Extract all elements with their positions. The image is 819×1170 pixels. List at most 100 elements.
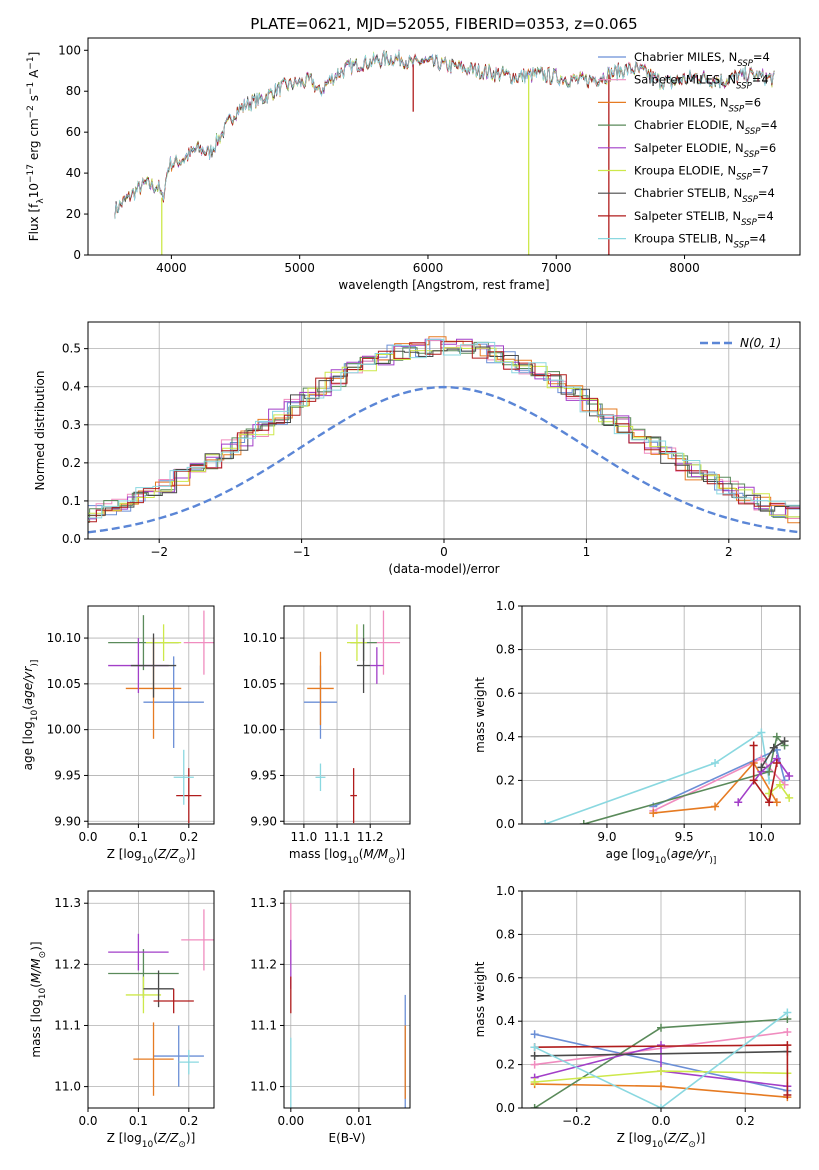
residual-hist-7 [88, 340, 800, 523]
mass_vs_Z-ytick-label: 11.0 [54, 1080, 81, 1094]
residuals-ytick-label: 0.1 [62, 494, 81, 508]
age_vs_mass-ytick-label: 10.10 [243, 631, 277, 645]
spectrum-xtick-label: 8000 [669, 261, 700, 275]
spectrum-ytick-label: 0 [73, 248, 81, 262]
age_vs_mass-frame [283, 605, 411, 825]
legend-entry-4: Salpeter ELODIE, NSSP=6 [634, 141, 776, 160]
weight_vs_age-xtick-label: 9.5 [675, 830, 694, 844]
weight_vs_age-marker-4-2 [772, 732, 781, 741]
weight_vs_Z-marker-3-0 [530, 1104, 539, 1108]
weight_vs_Z-marker-8-2 [783, 1008, 792, 1017]
residuals-ylabel: Normed distribution [33, 371, 47, 491]
weight_vs_Z-series-6 [534, 1050, 788, 1057]
weight_vs_Z-marker-6-0 [530, 1051, 539, 1060]
residuals-plot: −2 −1 0 1 2 0.0 0.1 0.2 0.3 0.4 0.5 N(0, 1) [62, 321, 801, 559]
weight_vs_age-marker-8-0 [749, 741, 758, 750]
weight_vs_Z-series-4 [534, 1044, 788, 1088]
age_vs_mass-ytick-label: 10.00 [243, 723, 277, 737]
spectrum-xtick-label: 7000 [541, 261, 572, 275]
mass_vs_Z-marks [108, 909, 214, 1096]
age_vs_Z-xtick-label: 0.0 [78, 830, 97, 844]
mass_vs_ebv-marks [290, 903, 406, 1108]
residuals-ytick-label: 0.3 [62, 418, 81, 432]
mass_vs_Z-plot: 0.0 0.1 0.2 11.0 11.1 11.2 11.3 [54, 890, 215, 1128]
weight_vs_Z-marker-5-1 [657, 1067, 665, 1076]
weight_vs_Z-marker-5-0 [530, 1077, 539, 1086]
legend-entry-8: Kroupa STELIB, NSSP=4 [634, 232, 766, 251]
residuals-ytick-label: 0.0 [62, 532, 81, 546]
mass_vs_ebv-xlabel: E(B-V) [328, 1131, 365, 1145]
residuals-xtick-label: −1 [293, 545, 311, 559]
residual-hist-0 [88, 339, 800, 523]
legend-entry-7: Salpeter STELIB, NSSP=4 [634, 209, 774, 228]
legend-entry-5: Kroupa ELODIE, NSSP=7 [634, 164, 769, 183]
residuals-xtick-label: 1 [583, 545, 591, 559]
weight_vs_age-marker-0-0 [541, 820, 550, 824]
residual-hist-8 [88, 338, 800, 519]
weight_vs_age-series-7 [752, 745, 778, 805]
age_vs_Z-ytick-label: 10.00 [47, 723, 81, 737]
age_vs_Z-ytick-label: 10.10 [47, 631, 81, 645]
weight_vs_Z-marker-0-0 [530, 1030, 539, 1039]
weight_vs_age-marker-4-0 [579, 820, 588, 824]
age_vs_Z-ytick-label: 9.90 [54, 814, 81, 828]
age_vs_Z-ytick-label: 10.05 [47, 677, 81, 691]
weight_vs_Z-marker-3-1 [657, 1023, 665, 1032]
mass_vs_Z-ytick-label: 11.3 [54, 896, 81, 910]
weight_vs_age-ytick-label: 1.0 [496, 599, 515, 613]
weight_vs_Z-xlabel: Z [log10(Z/Z⊙)] [617, 1131, 706, 1150]
gaussian-reference-curve [88, 385, 800, 534]
weight_vs_age-marker-8-2 [765, 798, 774, 807]
weight_vs_Z-xtick-label: −0.2 [562, 1114, 591, 1128]
weight_vs_age-ytick-label: 0.6 [496, 686, 515, 700]
weight_vs_age-ytick-label: 0.4 [496, 730, 515, 744]
weight_vs_age-series-2 [653, 761, 778, 814]
spectrum-plot: 4000 5000 6000 7000 8000 0 20 40 60 80 100 Chabrier… [58, 37, 801, 275]
spectrum-xtick-label: 6000 [413, 261, 444, 275]
weight_vs_Z-series-8 [534, 1011, 788, 1108]
weight_vs_Z-marks [530, 1008, 792, 1108]
spectrum-line-8 [114, 50, 775, 220]
residual-hist-2 [88, 336, 800, 524]
weight_vs_Z-ytick-label: 0.4 [496, 1014, 515, 1028]
weight_vs_Z-plot: −0.2 0.0 0.2 0.0 0.2 0.4 0.6 0.8 1.0 [496, 884, 801, 1128]
weight_vs_age-xlabel: age [log10(age/yr)] [606, 847, 717, 866]
weight_vs_age-marker-2-1 [757, 754, 766, 763]
residuals-ytick-label: 0.5 [62, 342, 81, 356]
spectrum-ylabel: Flux [fλ10−17 erg cm−2 s−1 A−1] [26, 52, 46, 242]
residuals-xtick-label: −2 [150, 545, 168, 559]
weight_vs_Z-marker-1-1 [783, 1028, 792, 1037]
weight_vs_age-series-4 [737, 757, 790, 803]
weight_vs_age-marker-7-0 [757, 763, 766, 772]
age_vs_mass-ytick-label: 10.05 [243, 677, 277, 691]
residual-hist-1 [88, 340, 800, 519]
weight_vs_age-marker-3-3 [772, 798, 781, 807]
weight_vs_age-xtick-label: 10.0 [748, 830, 775, 844]
weight_vs_age-marker-6-1 [775, 780, 784, 789]
legend-entry-3: Chabrier ELODIE, NSSP=4 [634, 118, 777, 137]
age_vs_mass-ytick-label: 9.95 [250, 768, 277, 782]
residuals-ytick-label: 0.2 [62, 456, 81, 470]
mass_vs_ebv-ytick-label: 11.2 [250, 957, 277, 971]
age_vs_Z-marks [108, 610, 214, 824]
weight_vs_Z-marker-2-1 [657, 1082, 665, 1091]
mass_vs_ebv-xtick-label: 0.00 [277, 1114, 304, 1128]
age_vs_Z-plot: 0.0 0.1 0.2 9.90 9.95 10.00 10.05 10.10 [47, 605, 215, 844]
mass_vs_Z-ytick-label: 11.2 [54, 957, 81, 971]
mass_vs_ebv-frame [283, 890, 411, 1109]
weight_vs_age-marker-6-2 [785, 793, 794, 802]
weight_vs_Z-ytick-label: 0.0 [496, 1101, 515, 1115]
age_vs_mass-xlabel: mass [log10(M/M⊙)] [289, 847, 405, 866]
spectrum-xtick-label: 4000 [156, 261, 187, 275]
residual-hist-6 [88, 346, 800, 516]
spectrum-ytick-label: 20 [66, 207, 81, 221]
weight_vs_Z-ylabel: mass weight [473, 961, 487, 1037]
weight_vs_age-ytick-label: 0.2 [496, 773, 515, 787]
spectrum-legend: Chabrier MILES, NSSP=4 Salpeter MILES, NS… [598, 50, 777, 251]
weight_vs_Z-xtick-label: 0.0 [651, 1114, 670, 1128]
spectrum-frame [87, 37, 801, 256]
weight_vs_age-marker-5-0 [734, 798, 743, 807]
